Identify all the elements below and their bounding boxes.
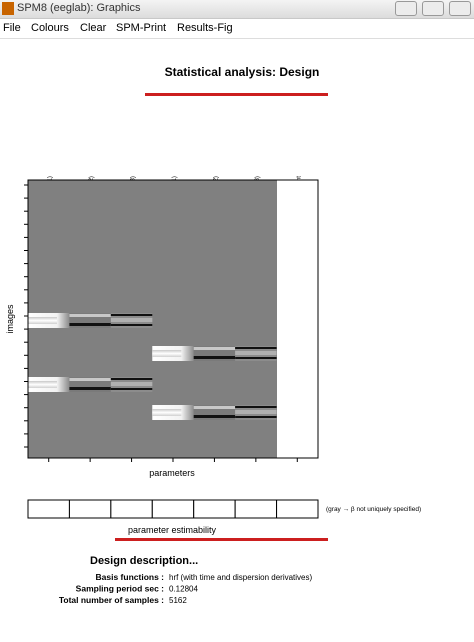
app-icon xyxy=(2,2,14,15)
title-underline xyxy=(145,93,328,96)
bump-bf1-core xyxy=(152,350,182,357)
estimability-cell xyxy=(234,499,278,519)
bump-bf3-c xyxy=(235,416,277,418)
estimability-underline xyxy=(115,538,328,541)
bump-bf2-lo xyxy=(193,415,236,418)
description-value: 5162 xyxy=(169,596,187,605)
bump-bf2-hi xyxy=(69,378,111,381)
bump-bf1-core xyxy=(28,317,57,324)
figure-title: Statistical analysis: Design xyxy=(165,65,320,79)
maximize-button[interactable] xyxy=(422,1,444,16)
bump-bf2-hi xyxy=(69,314,111,317)
menu-item[interactable]: Results-Fig xyxy=(177,22,233,34)
estimability-cell xyxy=(193,499,236,519)
bump-bf3-b xyxy=(110,382,153,386)
close-button[interactable] xyxy=(449,1,471,16)
estimability-cell xyxy=(276,499,319,519)
estimability-note: (gray → β not uniquely specified) xyxy=(326,506,421,513)
x-label: parameters xyxy=(149,468,195,478)
description-value: 0.12804 xyxy=(169,585,198,594)
estimability-cell xyxy=(151,499,195,519)
bump-bf2-hi xyxy=(193,406,236,409)
minimize-button[interactable] xyxy=(395,1,417,16)
bump-bf1-core xyxy=(152,409,182,416)
constant-column xyxy=(277,180,318,458)
bump-bf3-c xyxy=(110,324,153,326)
bump-bf3-a xyxy=(235,347,277,349)
estimability-label: parameter estimability xyxy=(128,525,217,535)
y-label: images xyxy=(5,304,15,334)
estimability-cell xyxy=(68,499,112,519)
bump-bf2-lo xyxy=(69,323,111,326)
menu-item[interactable]: Clear xyxy=(80,22,107,34)
description-label: Basis functions : xyxy=(96,572,165,582)
description-label: Total number of samples : xyxy=(59,595,164,605)
menu-item[interactable]: Colours xyxy=(31,22,69,34)
description-value: hrf (with time and dispersion derivative… xyxy=(169,573,313,582)
figure: Statistical analysis: Design Sn(1) condi… xyxy=(5,65,421,605)
description-label: Sampling period sec : xyxy=(76,584,164,594)
menu-item[interactable]: File xyxy=(3,22,21,34)
menu-item[interactable]: SPM-Print xyxy=(116,22,167,34)
estimability-cell xyxy=(27,499,70,519)
bump-bf1-core xyxy=(28,381,57,388)
title-bar: SPM8 (eeglab): Graphics xyxy=(0,0,474,19)
bump-bf3-c xyxy=(110,388,153,390)
bump-bf3-b xyxy=(235,351,277,355)
bump-bf3-a xyxy=(235,406,277,408)
bump-bf3-b xyxy=(235,410,277,414)
bump-bf3-c xyxy=(235,357,277,359)
estimability-row xyxy=(27,499,319,519)
description-rows: Basis functions : hrf (with time and disp… xyxy=(59,572,313,605)
bump-bf3-a xyxy=(110,378,153,380)
bump-bf2-lo xyxy=(193,356,236,359)
bump-bf2-hi xyxy=(193,347,236,350)
regressors xyxy=(28,313,277,420)
menu-bar: File Colours Clear SPM-Print Results-Fig xyxy=(0,19,474,39)
estimability-cell xyxy=(110,499,153,519)
description-title: Design description... xyxy=(90,555,198,567)
ticks xyxy=(24,184,298,462)
window-title: SPM8 (eeglab): Graphics xyxy=(17,2,141,14)
bump-bf2-lo xyxy=(69,387,111,390)
bump-bf3-a xyxy=(110,314,153,316)
bump-bf3-b xyxy=(110,318,153,322)
